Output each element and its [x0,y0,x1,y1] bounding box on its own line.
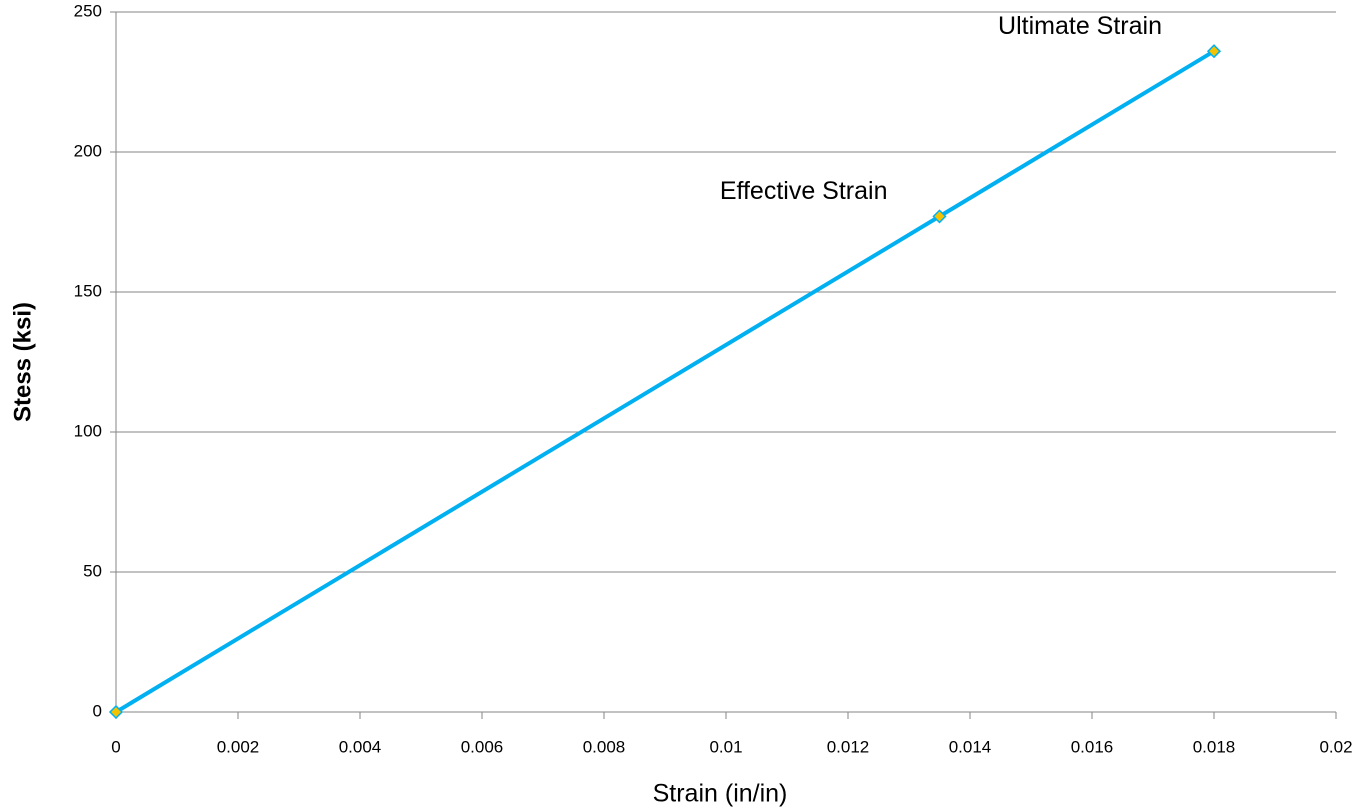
x-tick-label: 0.014 [949,737,992,756]
x-tick-label: 0.02 [1319,737,1352,756]
x-tick-label: 0.008 [583,737,626,756]
point-marker [1206,44,1222,59]
x-tick-label: 0.018 [1193,737,1236,756]
x-tick-label: 0 [111,737,120,756]
y-tick-label: 50 [83,561,102,580]
y-tick-label: 200 [74,141,102,160]
x-tick-label: 0.016 [1071,737,1114,756]
y-tick-label: 250 [74,1,102,20]
x-axis-title: Strain (in/in) [653,780,788,808]
x-tick-label: 0.002 [217,737,260,756]
annotation: Ultimate Strain [998,12,1162,40]
series-line [114,49,1216,714]
y-axis-title: Stess (ksi) [9,302,36,422]
x-tick-label: 0.01 [709,737,742,756]
y-tick-label: 150 [74,281,102,300]
y-tick-label: 100 [74,421,102,440]
y-tick-label: 0 [93,701,102,720]
x-tick-label: 0.012 [827,737,870,756]
point-marker [932,209,947,224]
x-tick-label: 0.004 [339,737,382,756]
point-marker [108,704,124,720]
annotation: Effective Strain [720,177,888,205]
x-tick-label: 0.006 [461,737,504,756]
